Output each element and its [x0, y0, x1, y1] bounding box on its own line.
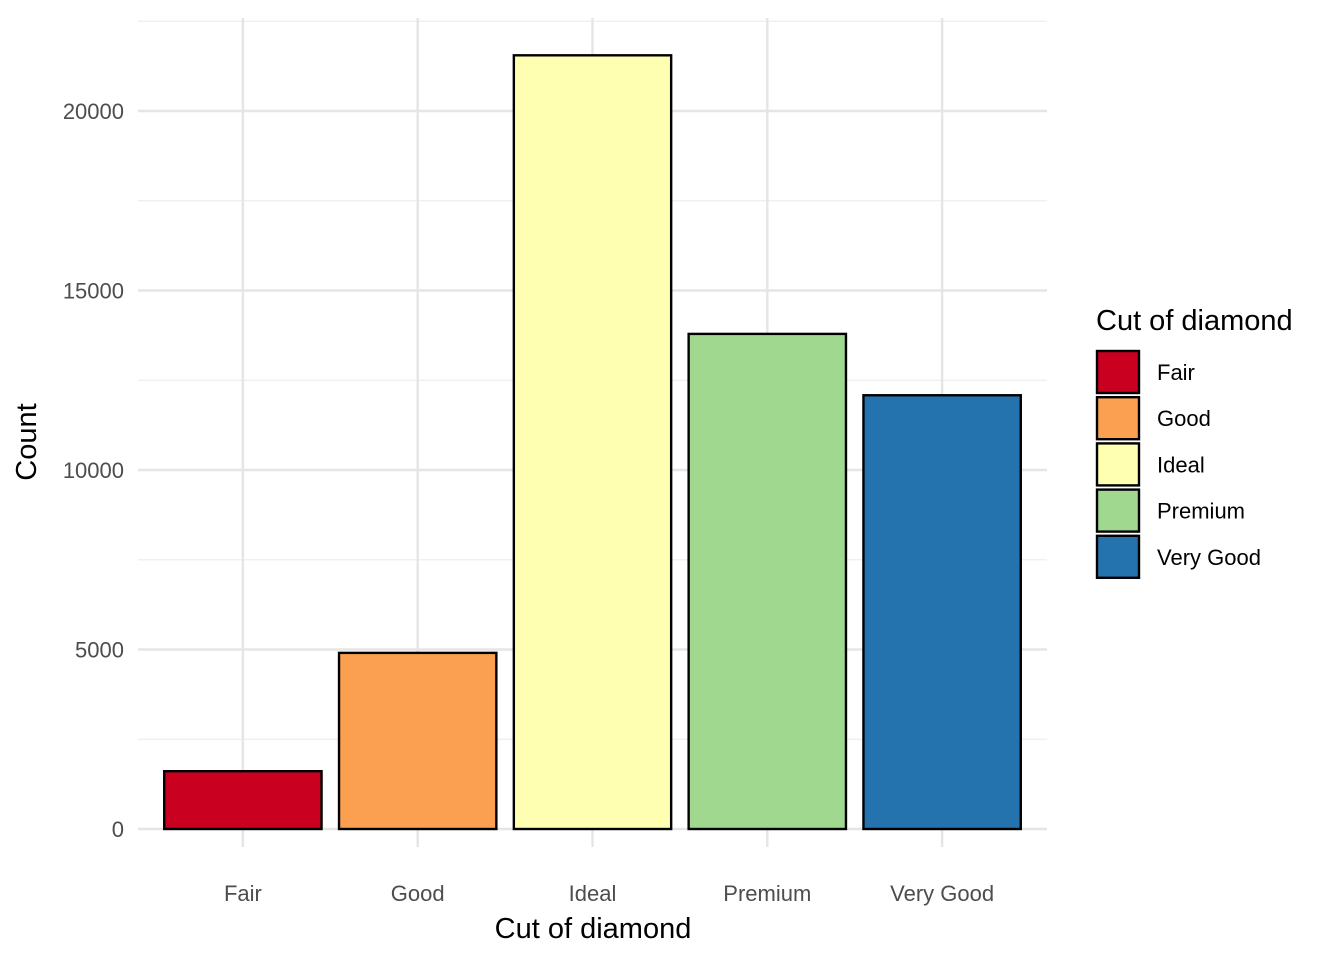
legend-label: Fair — [1157, 360, 1195, 385]
legend: Cut of diamond Fair Good Ideal Premium Very … — [1095, 305, 1293, 579]
legend-swatch — [1095, 396, 1141, 441]
tick-labels: 0 5000 10000 15000 20000 Fair Good Ideal Premium… — [63, 99, 994, 906]
bar-ideal — [512, 54, 673, 831]
y-tick-label: 5000 — [75, 638, 124, 663]
legend-label: Very Good — [1157, 545, 1261, 570]
legend-swatch — [1095, 349, 1141, 395]
x-tick-label: Good — [391, 881, 445, 906]
bar-very-good — [862, 394, 1022, 831]
x-tick-label: Ideal — [569, 881, 617, 906]
legend-label: Good — [1157, 406, 1211, 431]
y-axis-title: Count — [11, 403, 43, 480]
bar-premium — [687, 332, 848, 831]
x-axis-title: Cut of diamond — [495, 913, 692, 945]
legend-title: Cut of diamond — [1096, 305, 1293, 337]
x-tick-label: Premium — [723, 881, 811, 906]
x-tick-label: Fair — [224, 881, 262, 906]
x-tick-label: Very Good — [890, 881, 994, 906]
legend-swatch — [1095, 488, 1141, 533]
y-tick-label: 15000 — [63, 279, 124, 304]
bars — [163, 54, 1022, 831]
y-tick-label: 0 — [112, 817, 124, 842]
y-tick-label: 20000 — [63, 99, 124, 124]
legend-label: Premium — [1157, 499, 1245, 524]
y-tick-label: 10000 — [63, 458, 124, 483]
bar-fair — [163, 770, 323, 831]
legend-items: Fair Good Ideal Premium Very Good — [1095, 349, 1261, 579]
bar-good — [337, 651, 498, 831]
legend-label: Ideal — [1157, 452, 1205, 477]
legend-swatch — [1095, 534, 1141, 579]
legend-swatch — [1095, 442, 1141, 487]
